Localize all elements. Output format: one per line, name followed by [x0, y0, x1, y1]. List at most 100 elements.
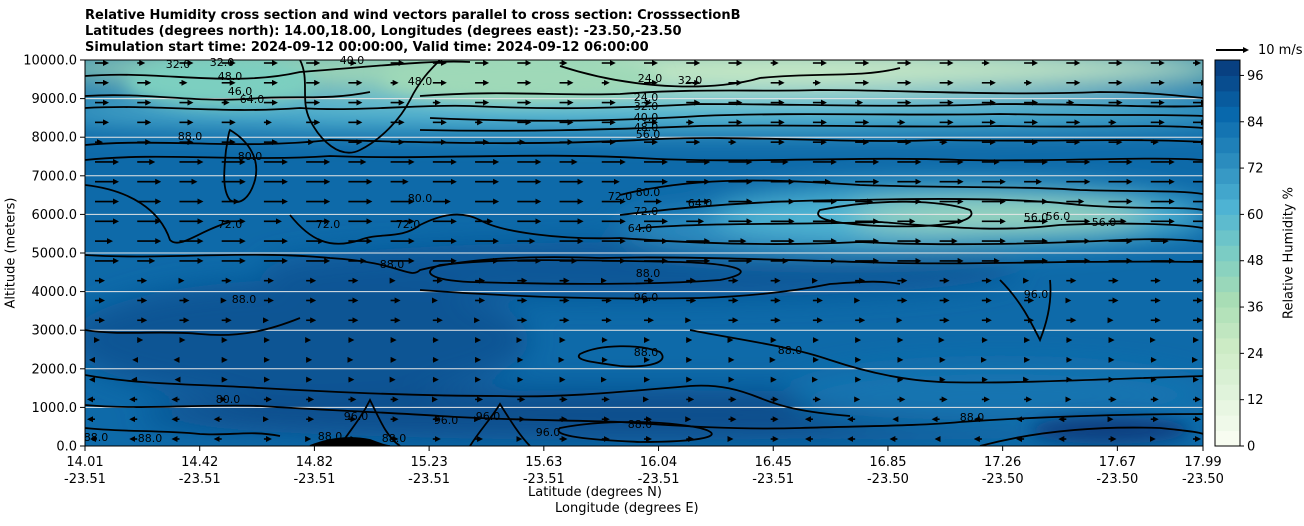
y-axis: 0.0 1000.0 2000.0 3000.0 4000.0 5000.0 6000.0 7… [23, 54, 85, 455]
contour-line-lower [999, 279, 1052, 343]
contour-label: 88.0 [178, 130, 203, 143]
contour-label: 96.0 [344, 410, 369, 423]
contour-label: 64.0 [628, 222, 653, 235]
colorbar-segment [1215, 276, 1240, 293]
colorbar-segment [1215, 260, 1240, 277]
contour-line-upper [85, 103, 1203, 111]
contour-label: 24.0 [638, 72, 663, 85]
contour-line-lower [85, 374, 851, 417]
contour-label: 32.0 [166, 58, 191, 71]
contour-line-upper [429, 113, 1203, 122]
contour-label: 32.0 [634, 100, 659, 113]
contour-label: 96.0 [536, 426, 561, 439]
contour-label: 96.0 [1024, 288, 1049, 301]
x-tick-label-lon: -23.51 [408, 472, 450, 487]
contour-line-lower [339, 397, 401, 446]
x-tick-label-lat: 17.26 [984, 455, 1021, 470]
x-tick-label-lat: 15.23 [411, 455, 448, 470]
y-tick-label: 4000.0 [32, 285, 78, 300]
contour-label: 48.0 [634, 121, 659, 134]
humidity-fill-upper-transition [85, 94, 1203, 130]
contour-label: 88.0 [634, 346, 659, 359]
colorbar-segment [1215, 168, 1240, 185]
contour-line-closed [817, 200, 973, 228]
colorbar-segment [1215, 121, 1240, 138]
contour-line-closed [577, 345, 664, 368]
contour-line-mid [619, 179, 1203, 196]
colorbar-tick-label: 48 [1247, 254, 1264, 269]
x-tick-label-lat: 16.45 [755, 455, 792, 470]
contour-line-mid [85, 137, 1203, 146]
contour-line-mid [289, 213, 1203, 246]
contour-label: 96.0 [434, 414, 459, 427]
contour-label: 72.0 [396, 218, 421, 231]
contour-label: 96.0 [634, 291, 659, 304]
colorbar-tick-label: 24 [1247, 347, 1264, 362]
x-tick-label-lon: -23.51 [752, 472, 794, 487]
contour-label: 88.0 [138, 432, 163, 445]
contour-label: 88.0 [380, 258, 405, 271]
contour-line-mid [419, 280, 901, 300]
colorbar-segment [1215, 307, 1240, 323]
y-tick-label: 3000.0 [32, 324, 78, 339]
contour-line-mid [639, 221, 1203, 230]
y-tick-label: 1000.0 [32, 401, 78, 416]
contour-label: 88.0 [382, 432, 407, 445]
y-tick-label: 10000.0 [23, 54, 77, 69]
x-tick-label-lon: -23.51 [638, 472, 680, 487]
colorbar-segment [1215, 415, 1240, 432]
colorbar-tick-label: 96 [1247, 69, 1264, 84]
colorbar-segment [1215, 137, 1240, 154]
contour-label: 72.0 [634, 205, 659, 218]
x-tick-label-lat: 15.63 [525, 455, 562, 470]
contour-label: 88.0 [232, 293, 257, 306]
contour-line-mid [85, 184, 231, 244]
contour-line-lower [979, 426, 1203, 446]
contour-label: 32.0 [210, 56, 235, 69]
chart-title: Relative Humidity cross section and wind… [85, 8, 741, 56]
contour-label: 88.0 [628, 418, 653, 431]
colorbar-tick-label: 72 [1247, 162, 1264, 177]
contour-line-upper [299, 60, 441, 154]
contour-line-upper [85, 60, 471, 80]
humidity-fill-lower-mixed [790, 365, 1203, 425]
colorbar-segment [1215, 353, 1240, 370]
x-tick-label-lon: -23.51 [64, 472, 106, 487]
contour-label: 80.0 [408, 192, 433, 205]
contour-line-mid [619, 197, 1203, 216]
contour-line-closed [557, 421, 713, 443]
contour-line-upper [419, 124, 1203, 132]
contour-label: 72.0 [316, 218, 341, 231]
colorbar-segment [1215, 214, 1240, 231]
colorbar-segment [1215, 229, 1240, 246]
contour-label: 64.0 [240, 93, 265, 106]
contour-label: 80.0 [216, 393, 241, 406]
colorbar-segment [1215, 60, 1240, 76]
contour-line-closed [429, 259, 742, 285]
colorbar-tick-label: 60 [1247, 208, 1264, 223]
x-tick-label-lat: 17.67 [1099, 455, 1136, 470]
y-tick-label: 8000.0 [32, 131, 78, 146]
x-tick-label-lon: -23.51 [523, 472, 565, 487]
x-tick-label-lat: 14.42 [181, 455, 218, 470]
colorbar-frame [1214, 59, 1241, 447]
contour-line-closed [223, 128, 258, 203]
x-tick-label-lon: -23.50 [867, 472, 909, 487]
contour-label: 32.0 [678, 74, 703, 87]
colorbar-segment [1215, 106, 1240, 123]
colorbar-tick-label: 12 [1247, 393, 1264, 408]
contour-label: 24.0 [634, 91, 659, 104]
contour-label: 56.0 [1024, 211, 1049, 224]
colorbar-segment [1215, 368, 1240, 385]
contour-label: 56.0 [1046, 210, 1071, 223]
colorbar-segment [1215, 75, 1240, 92]
colorbar-segment [1215, 198, 1240, 215]
colorbar-segment [1215, 291, 1240, 308]
contour-label: 46.0 [228, 85, 253, 98]
x-axis-label-longitude: Longitude (degrees E) [555, 501, 699, 516]
y-tick-label: 7000.0 [32, 169, 78, 184]
y-tick-label: 5000.0 [32, 247, 78, 262]
contour-label: 64.0 [688, 197, 713, 210]
x-tick-label-lon: -23.50 [982, 472, 1024, 487]
x-tick-label-lon: -23.51 [179, 472, 221, 487]
